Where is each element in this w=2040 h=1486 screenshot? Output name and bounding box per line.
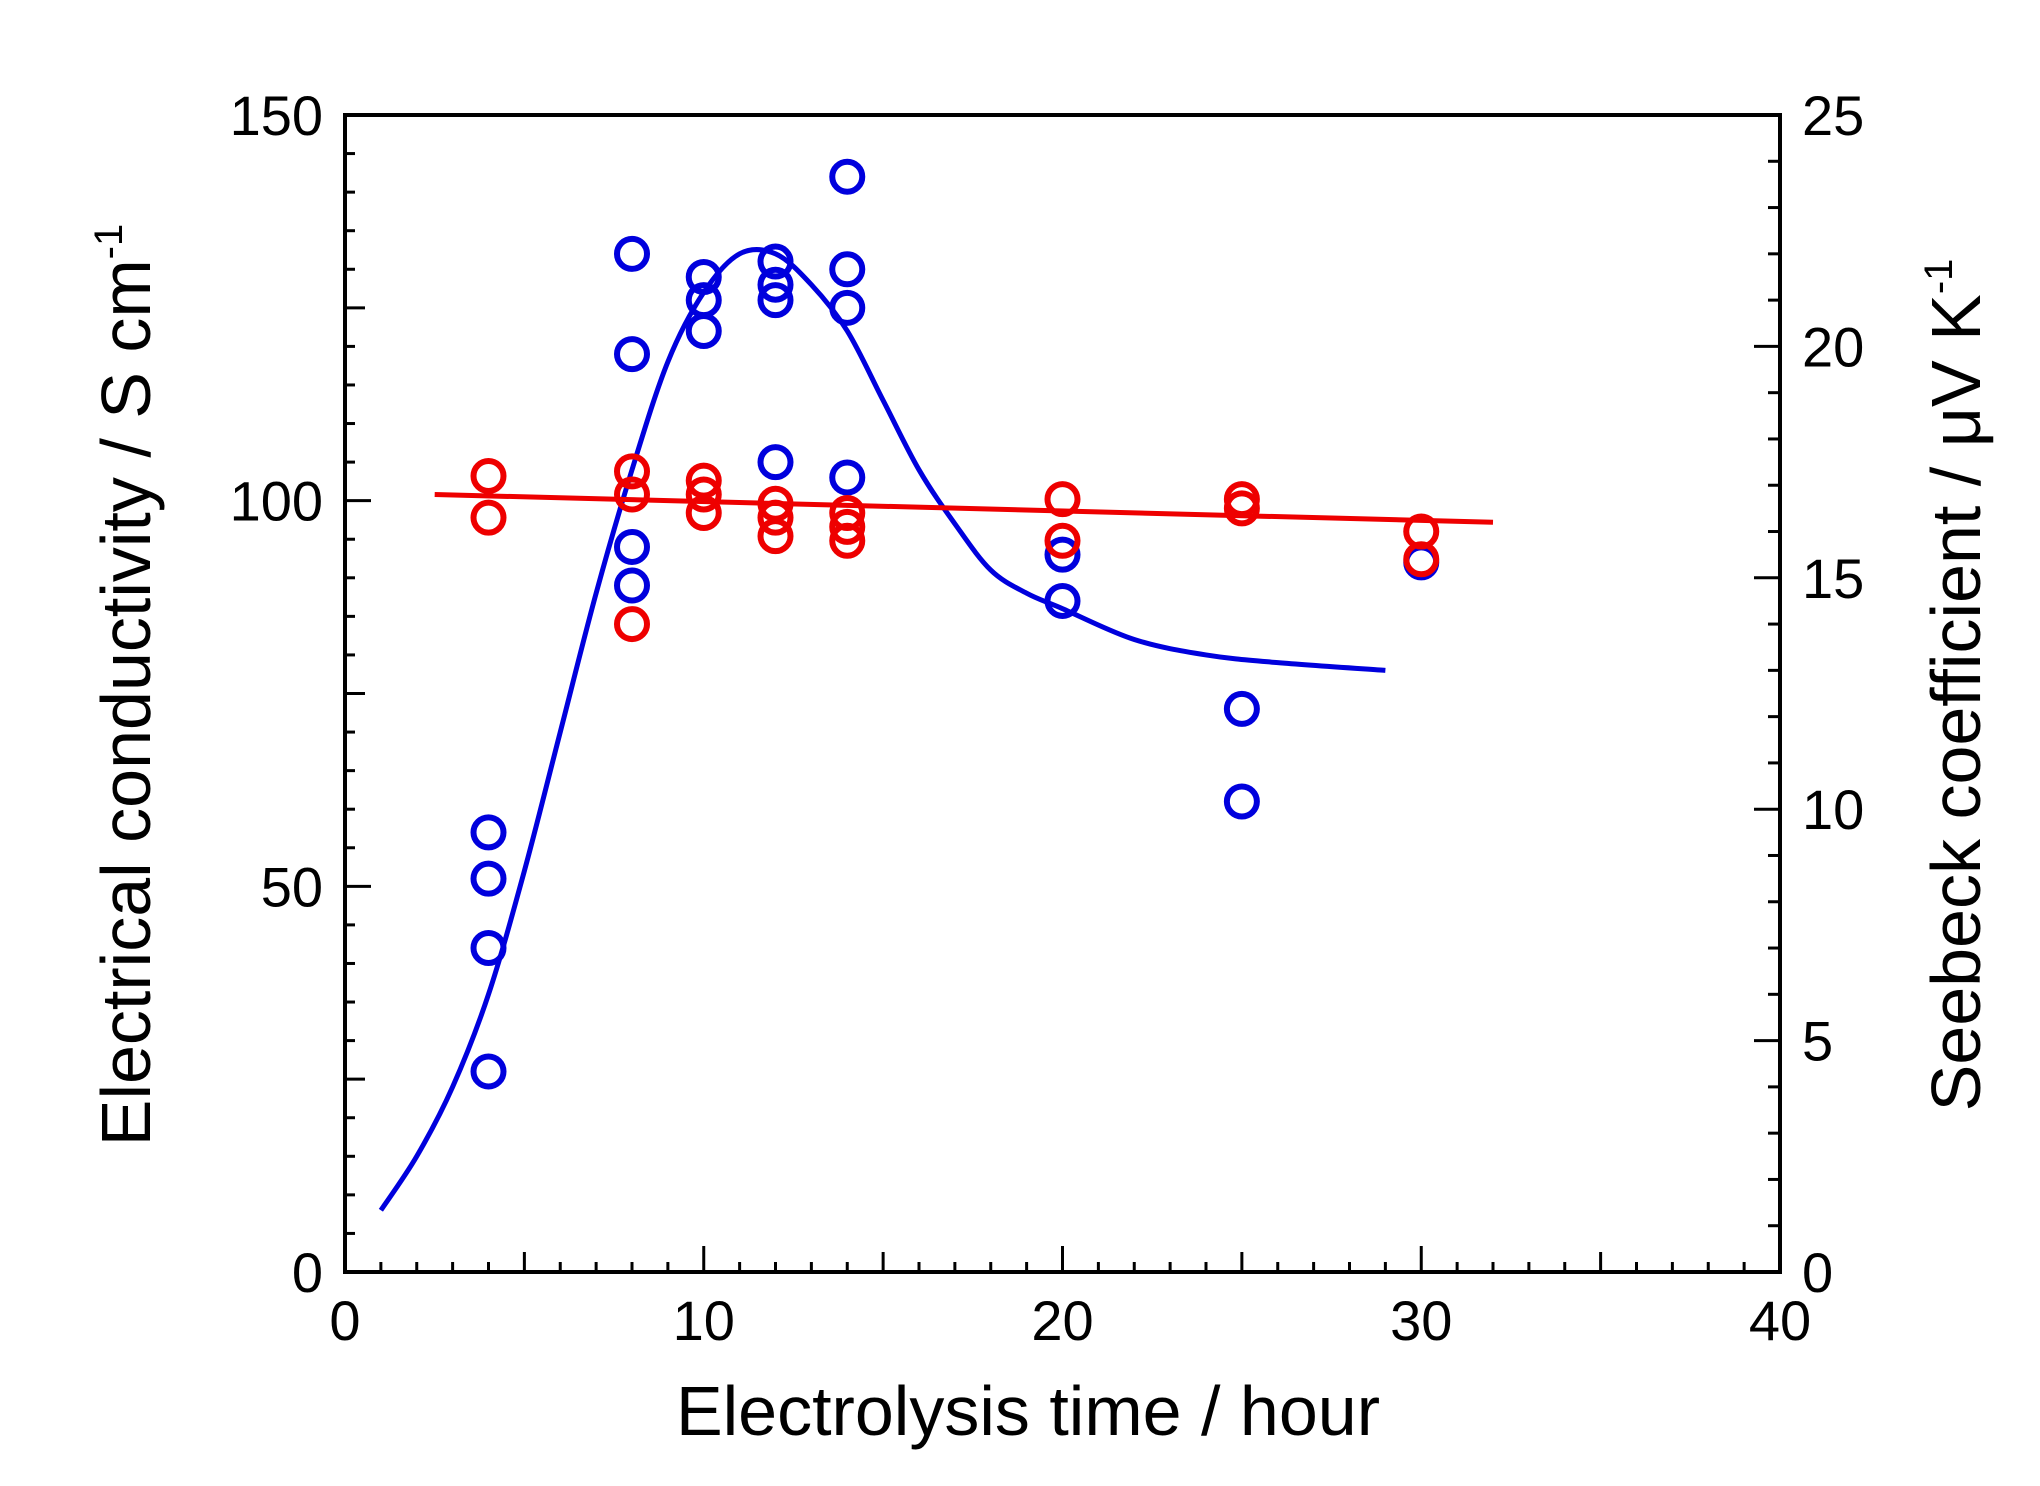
conductivity-point — [1223, 783, 1260, 820]
y-right-tick-label: 5 — [1802, 1010, 1833, 1073]
seebeck-point — [1044, 522, 1081, 559]
conductivity-point — [685, 258, 722, 295]
plot-frame — [343, 113, 1782, 1274]
x-tick-label: 10 — [673, 1289, 735, 1352]
conductivity-point — [829, 459, 866, 496]
axis-ticks — [343, 113, 1782, 1274]
conductivity-point — [757, 243, 794, 280]
x-axis-title: Electrolysis time / hour — [676, 1372, 1380, 1450]
x-tick-label: 0 — [329, 1289, 360, 1352]
seebeck-point — [1223, 490, 1260, 527]
conductivity-point — [470, 814, 507, 851]
seebeck-point — [614, 453, 650, 490]
plot-area — [378, 158, 1494, 1212]
x-tick-label: 30 — [1390, 1289, 1452, 1352]
seebeck-point — [829, 522, 866, 559]
seebeck-point — [1044, 481, 1081, 518]
conductivity-point — [470, 930, 507, 967]
conductivity-point — [685, 312, 722, 349]
conductivity-point — [614, 567, 650, 604]
conductivity-point — [1223, 690, 1260, 727]
fit-curve-seebeck — [434, 491, 1494, 525]
conductivity-point — [1044, 582, 1081, 619]
seebeck-point — [757, 499, 794, 536]
conductivity-point — [470, 1053, 507, 1090]
conductivity-point — [829, 158, 866, 195]
x-tick-label: 40 — [1749, 1289, 1811, 1352]
seebeck-point — [685, 495, 722, 532]
y-right-tick-label: 25 — [1802, 84, 1864, 147]
y-left-tick-label: 50 — [261, 855, 323, 918]
seebeck-point — [614, 606, 650, 643]
y-left-tick-label: 0 — [292, 1241, 323, 1304]
seebeck-point — [685, 476, 722, 513]
conductivity-point — [757, 444, 794, 481]
conductivity-point — [829, 289, 866, 326]
y-axis-title-right: Seebeck coefficient / μV K-1 — [1917, 259, 1995, 1112]
y-right-tick-label: 20 — [1802, 315, 1864, 378]
y-right-tick-label: 0 — [1802, 1241, 1833, 1304]
y-left-tick-label: 100 — [230, 470, 323, 533]
conductivity-point — [614, 528, 650, 565]
conductivity-point — [614, 235, 650, 272]
seebeck-point — [614, 476, 650, 513]
y-left-tick-label: 150 — [230, 84, 323, 147]
y-right-tick-label: 10 — [1802, 778, 1864, 841]
fit-curve-conductivity — [378, 247, 1386, 1212]
y-axis-title-left: Electrical conductivity / S cm-1 — [87, 224, 165, 1147]
conductivity-point — [470, 860, 507, 897]
conductivity-point — [757, 266, 794, 303]
conductivity-point — [829, 251, 866, 288]
conductivity-point — [614, 336, 650, 373]
seebeck-point — [757, 518, 794, 555]
seebeck-point — [470, 457, 507, 494]
y-right-tick-label: 15 — [1802, 547, 1864, 610]
x-tick-label: 20 — [1031, 1289, 1093, 1352]
seebeck-point — [1403, 541, 1440, 578]
seebeck-point — [829, 508, 866, 545]
conductivity-point — [757, 282, 794, 319]
conductivity-point — [1044, 536, 1081, 573]
seebeck-point — [470, 499, 507, 536]
